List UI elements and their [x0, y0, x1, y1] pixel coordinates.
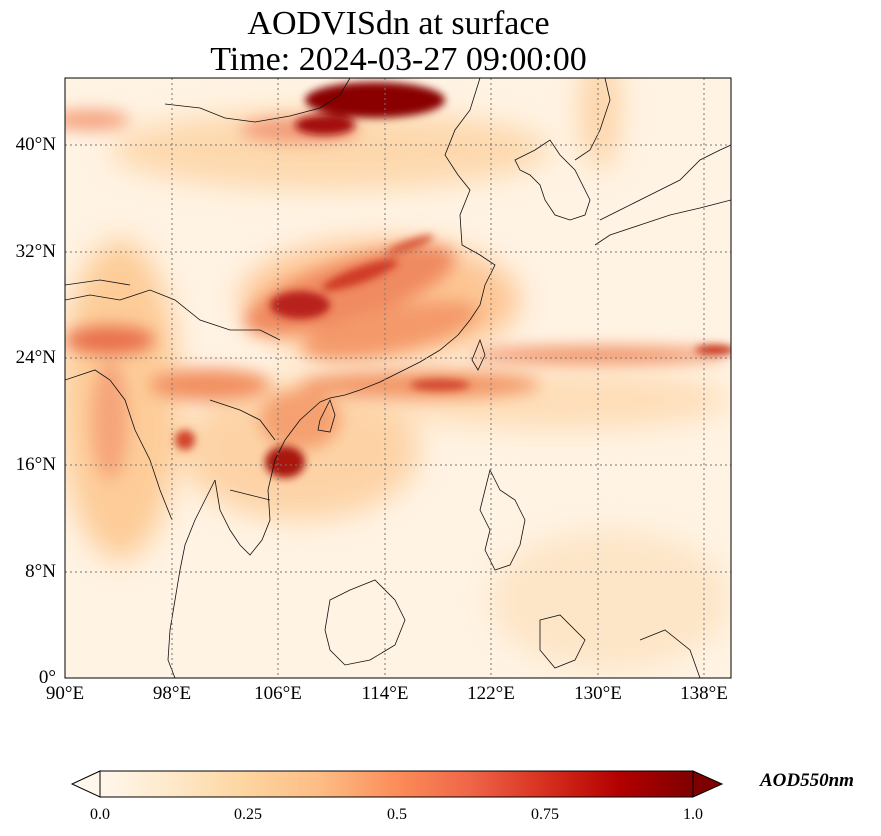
lon-tick-122e: 122°E [467, 683, 515, 704]
map-title: AODVISdn at surface [247, 5, 550, 42]
colorbar-tick: 0.5 [387, 806, 407, 823]
map-frame [64, 77, 732, 679]
lon-tick-130e: 130°E [574, 683, 622, 704]
aod-field [65, 78, 731, 678]
lat-tick-40n: 40°N [15, 134, 56, 155]
colorbar-tick: 0.25 [234, 806, 262, 823]
lon-tick-90e: 90°E [45, 683, 85, 704]
colorbar-tick: 0.0 [90, 806, 110, 823]
colorbar-extend-low [70, 770, 101, 798]
lon-tick-138e: 138°E [680, 683, 728, 704]
lat-tick-0: 0° [38, 667, 56, 688]
lat-tick-24n: 24°N [15, 347, 56, 368]
colorbar-extend-high [692, 770, 724, 798]
coastlines [65, 78, 731, 678]
lon-tick-114e: 114°E [361, 683, 409, 704]
lat-tick-32n: 32°N [15, 241, 56, 262]
lat-tick-16n: 16°N [15, 454, 56, 475]
graticule [65, 78, 731, 678]
lon-tick-98e: 98°E [152, 683, 192, 704]
colorbar-tick: 0.75 [531, 806, 559, 823]
map-subtitle-time: Time: 2024-03-27 09:00:00 [210, 41, 587, 78]
colorbar-tick: 1.0 [683, 806, 703, 823]
colorbar-label: AOD550nm [760, 770, 854, 791]
colorbar [70, 770, 724, 798]
lat-tick-8n: 8°N [25, 561, 56, 582]
lon-tick-106e: 106°E [254, 683, 302, 704]
